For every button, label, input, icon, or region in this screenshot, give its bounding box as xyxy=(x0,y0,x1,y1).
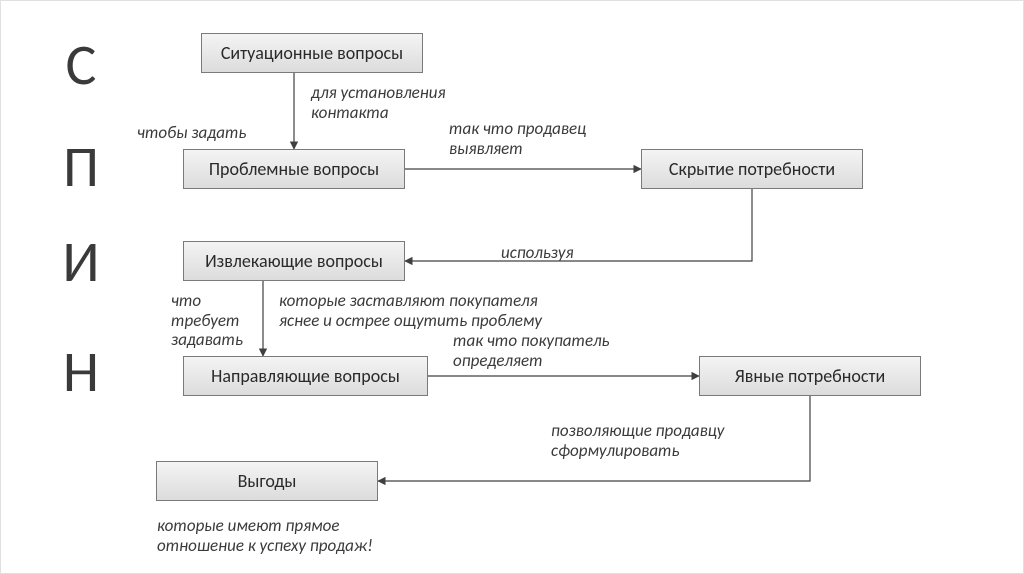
node-label: Выгоды xyxy=(238,470,297,492)
node-label: Направляющие вопросы xyxy=(211,365,400,387)
edges-layer xyxy=(1,1,1024,574)
edge-label-requires: чтотребуетзадавать xyxy=(171,291,243,350)
diagram-canvas: С П И Н Ситуационные вопросы Проблемные … xyxy=(0,0,1024,574)
edge-label-using: используя xyxy=(501,243,574,263)
node-hidden-needs: Скрытие потребности xyxy=(641,149,863,189)
edge-path xyxy=(405,189,752,261)
side-letter-s: С xyxy=(31,29,131,100)
side-letter-n: Н xyxy=(31,336,131,407)
edge-label-success: которые имеют прямоеотношение к успеху п… xyxy=(157,516,373,555)
node-needpayoff-questions: Направляющие вопросы xyxy=(183,356,428,396)
node-label: Извлекающие вопросы xyxy=(205,250,383,272)
edge-label-formulate: позволяющие продавцусформулировать xyxy=(551,421,724,460)
edge-label-sharpen: которые заставляют покупателяяснее и ост… xyxy=(279,291,542,330)
node-label: Ситуационные вопросы xyxy=(221,42,403,64)
node-implication-questions: Извлекающие вопросы xyxy=(183,241,405,281)
node-explicit-needs: Явные потребности xyxy=(699,356,921,396)
side-letter-p: П xyxy=(31,131,131,202)
node-label: Проблемные вопросы xyxy=(209,158,379,180)
node-problem-questions: Проблемные вопросы xyxy=(183,149,405,189)
node-situational-questions: Ситуационные вопросы xyxy=(201,33,423,73)
edge-label-buyer: так что покупательопределяет xyxy=(453,331,609,370)
edge-label-contact: для установленияконтакта xyxy=(311,83,446,122)
node-label: Скрытие потребности xyxy=(669,158,835,180)
edge-label-ask: чтобы задать xyxy=(137,123,246,143)
edge-label-seller: так что продавецвыявляет xyxy=(449,119,586,158)
node-label: Явные потребности xyxy=(735,365,885,387)
node-benefits: Выгоды xyxy=(156,461,378,501)
side-letter-i: И xyxy=(31,226,131,297)
